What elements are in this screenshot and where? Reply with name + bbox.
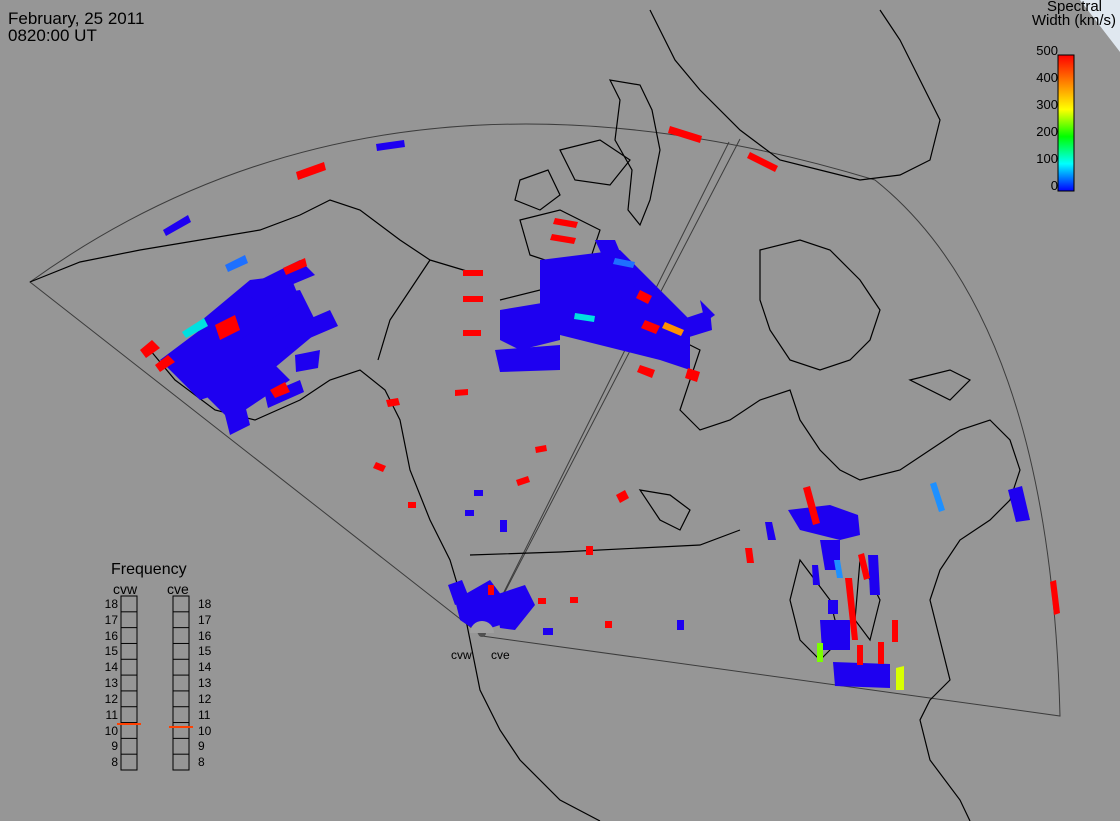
frequency-tick: 12	[198, 691, 212, 706]
radar-site-label: cve	[491, 648, 510, 662]
corner-tab	[1080, 0, 1120, 52]
frequency-title: Frequency	[111, 561, 187, 578]
colorbar-tick: 400	[1036, 70, 1058, 85]
frequency-tick: 12	[104, 691, 118, 706]
colorbar-title-line1: Spectral	[1046, 0, 1102, 15]
radar-site-label: cvw	[451, 648, 472, 662]
frequency-tick: 14	[104, 660, 118, 675]
frequency-tick: 17	[198, 612, 212, 627]
coastlines	[29, 9, 1021, 821]
fov-beam-line	[481, 138, 741, 637]
frequency-tick: 8	[198, 755, 205, 770]
frequency-radar-label: cvw	[113, 581, 138, 597]
frequency-tick: 17	[104, 612, 118, 627]
frequency-tick: 9	[198, 739, 205, 754]
frequency-tick: 11	[198, 707, 211, 722]
frequency-tick: 16	[198, 628, 212, 643]
frequency-tick: 10	[198, 723, 212, 738]
frequency-tick: 8	[111, 755, 118, 770]
colorbar-tick: 200	[1036, 124, 1058, 139]
frequency-boxes	[120, 595, 190, 771]
colorbar-tick: 500	[1036, 43, 1058, 58]
colorbar	[1057, 54, 1075, 192]
frequency-radar-label: cve	[167, 581, 189, 597]
frequency-tick: 18	[104, 597, 118, 611]
frequency-tick: 18	[198, 597, 212, 611]
frequency-tick: 9	[111, 739, 118, 754]
echo-cells	[140, 126, 1060, 690]
frequency-tick: 11	[105, 707, 118, 722]
frequency-tick: 15	[104, 644, 118, 659]
frequency-tick: 13	[198, 676, 212, 691]
colorbar-tick: 100	[1036, 151, 1058, 166]
colorbar-tick: 300	[1036, 97, 1058, 112]
frequency-tick: 16	[104, 628, 118, 643]
frequency-tick: 10	[104, 723, 118, 738]
radar-site-marker	[470, 621, 494, 633]
date-label: February, 25 2011	[8, 9, 145, 28]
time-label: 0820:00 UT	[8, 26, 97, 45]
colorbar-tick: 0	[1050, 178, 1058, 193]
frequency-tick: 13	[104, 676, 118, 691]
fov-beam-line	[481, 141, 730, 637]
frequency-box-grid	[121, 611, 189, 755]
fov-boundary	[29, 123, 1061, 717]
colorbar-title: Spectral Width (km/s)	[1032, 0, 1116, 28]
frequency-tick: 14	[198, 660, 212, 675]
frequency-tick: 15	[198, 644, 212, 659]
colorbar-title-line2: Width (km/s)	[1031, 12, 1116, 29]
